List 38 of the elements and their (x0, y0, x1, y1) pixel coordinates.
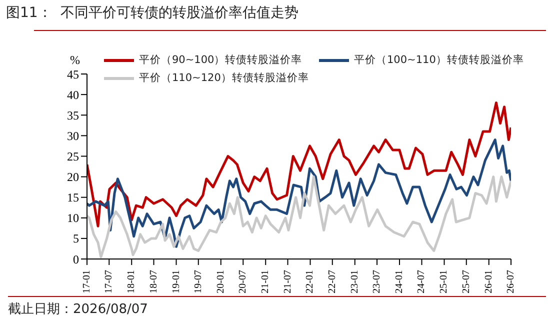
chart-title: 图11： 不同平价可转债的转股溢价率估值走势 (6, 4, 299, 22)
x-tick-label: 25-01 (438, 270, 450, 294)
x-tick-label: 19-01 (170, 270, 182, 294)
x-tick-label: 17-01 (82, 270, 92, 294)
x-tick-label: 25-07 (460, 270, 472, 294)
legend-label: 平价（110~120）转债转股溢价率 (139, 71, 309, 85)
text: 截止日期：2026/08/07 (8, 301, 148, 318)
y-tick-label: 25 (67, 149, 79, 164)
y-tick-label: 45 (67, 67, 79, 82)
x-tick-label: 24-07 (416, 270, 428, 294)
x-tick-label: 18-07 (148, 270, 160, 294)
legend-label: 平价（100~110）转债转股溢价率 (354, 53, 524, 67)
x-tick-label: 22-01 (304, 270, 316, 294)
x-tick-label: 20-01 (215, 270, 226, 294)
y-tick-label: 40 (67, 88, 79, 102)
x-tick-label: 26-01 (483, 270, 494, 294)
y-tick-label: 0 (73, 252, 79, 266)
x-tick-label: 26-07 (506, 270, 516, 294)
y-tick-label: 20 (67, 170, 79, 184)
legend-label: 平价（90~100）转债转股溢价率 (139, 53, 302, 67)
y-tick-label: 15 (67, 190, 79, 205)
x-tick-label: 20-07 (238, 270, 249, 294)
y-tick-label: 10 (67, 211, 79, 226)
y-axis-title: % (70, 53, 80, 68)
x-tick-label: 22-07 (326, 270, 338, 294)
x-tick-label: 23-01 (349, 270, 360, 294)
line-series (87, 138, 511, 248)
x-tick-label: 24-01 (394, 270, 405, 294)
y-tick-label: 35 (67, 108, 79, 122)
x-tick-label: 21-07 (282, 270, 294, 294)
x-tick-label: 23-07 (372, 270, 382, 294)
x-tick-label: 21-01 (260, 270, 272, 294)
y-tick-label: 5 (73, 232, 79, 246)
x-tick-label: 17-07 (104, 270, 115, 294)
x-tick-label: 18-01 (126, 270, 138, 294)
line-series (87, 102, 511, 228)
y-tick-label: 30 (67, 128, 79, 143)
x-tick-label: 19-07 (192, 270, 204, 294)
